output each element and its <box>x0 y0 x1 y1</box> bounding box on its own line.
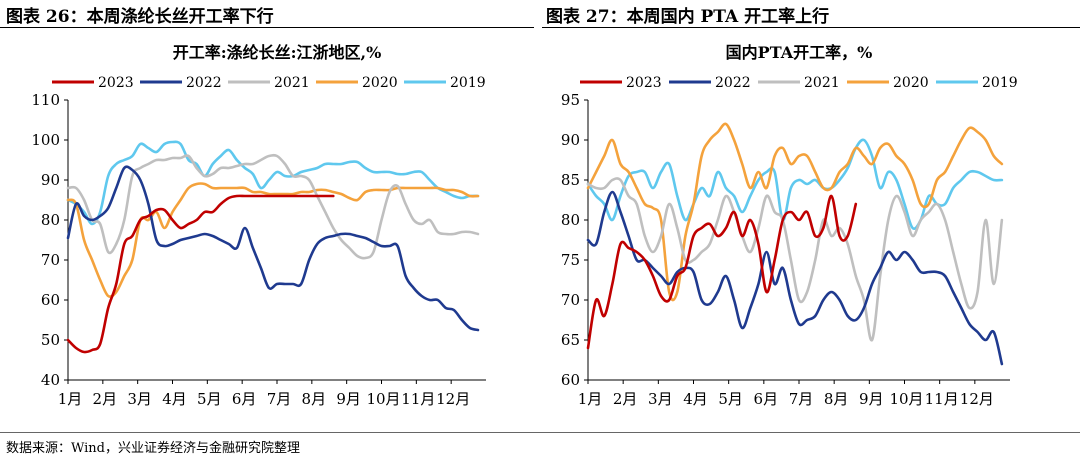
y-tick-label: 40 <box>41 371 60 389</box>
x-tick-label: 6月 <box>754 390 779 408</box>
x-tick-label: 3月 <box>127 390 152 408</box>
right-figure-header: 图表 27：本周国内 PTA 开工率上行 <box>546 7 830 27</box>
x-tick-label: 2月 <box>613 390 638 408</box>
series-line-2020 <box>66 182 480 298</box>
x-tick-label: 9月 <box>336 390 361 408</box>
y-tick-label: 80 <box>41 211 60 229</box>
series-line-2021 <box>66 153 480 260</box>
x-tick-label: 12月 <box>436 390 470 408</box>
x-tick-label: 4月 <box>162 390 187 408</box>
x-tick-label: 12月 <box>960 390 994 408</box>
footer-rule <box>0 432 1080 433</box>
legend-label-2020: 2020 <box>362 75 398 91</box>
legend-label-2019: 2019 <box>450 75 486 91</box>
y-tick-label: 60 <box>41 291 60 309</box>
x-tick-label: 8月 <box>302 390 327 408</box>
series-line-2021 <box>586 177 1004 342</box>
series-line-2023 <box>586 194 858 350</box>
left-figure-header: 图表 26：本周涤纶长丝开工率下行 <box>6 7 274 27</box>
x-tick-label: 11月 <box>401 390 435 408</box>
x-tick-label: 6月 <box>232 390 257 408</box>
legend-label-2023: 2023 <box>626 75 662 91</box>
y-tick-label: 70 <box>561 291 580 309</box>
x-tick-label: 9月 <box>859 390 884 408</box>
series-line-2019 <box>586 138 1004 230</box>
y-tick-label: 70 <box>41 251 60 269</box>
y-tick-label: 90 <box>41 171 60 189</box>
series-line-2020 <box>586 122 1004 302</box>
series-line-2023 <box>66 194 335 354</box>
legend-label-2022: 2022 <box>186 75 222 91</box>
x-tick-label: 11月 <box>925 390 959 408</box>
legend-label-2021: 2021 <box>274 75 310 91</box>
y-tick-label: 50 <box>41 331 60 349</box>
legend-label-2023: 2023 <box>98 75 134 91</box>
chart-title: 开工率:涤纶长丝:江浙地区,% <box>173 43 382 62</box>
legend-label-2021: 2021 <box>804 75 840 91</box>
right-header-rule <box>542 27 1080 28</box>
y-tick-label: 90 <box>561 131 580 149</box>
y-tick-label: 95 <box>561 91 580 109</box>
chart-title: 国内PTA开工率，% <box>726 43 873 62</box>
legend-label-2019: 2019 <box>982 75 1018 91</box>
x-tick-label: 1月 <box>578 390 603 408</box>
x-tick-label: 4月 <box>683 390 708 408</box>
x-tick-label: 2月 <box>93 390 118 408</box>
x-tick-label: 7月 <box>267 390 292 408</box>
x-tick-label: 8月 <box>824 390 849 408</box>
source-note: 数据来源：Wind，兴业证券经济与金融研究院整理 <box>6 441 300 456</box>
y-tick-label: 75 <box>561 251 580 269</box>
x-tick-label: 5月 <box>718 390 743 408</box>
y-tick-label: 85 <box>561 171 580 189</box>
x-tick-label: 5月 <box>197 390 222 408</box>
series-line-2022 <box>66 165 480 332</box>
left-header-rule <box>0 27 534 28</box>
x-tick-label: 10月 <box>366 390 400 408</box>
x-tick-label: 7月 <box>789 390 814 408</box>
legend: 2023 2022 2021 2020 2019 <box>580 75 1018 91</box>
series-line-2019 <box>66 140 480 226</box>
legend-label-2020: 2020 <box>893 75 929 91</box>
legend: 2023 2022 2021 2020 2019 <box>52 75 486 91</box>
y-tick-label: 80 <box>561 211 580 229</box>
y-tick-label: 60 <box>561 371 580 389</box>
x-tick-label: 10月 <box>889 390 923 408</box>
legend-label-2022: 2022 <box>715 75 751 91</box>
y-tick-label: 100 <box>31 131 60 149</box>
x-tick-label: 3月 <box>648 390 673 408</box>
right-line-chart: 国内PTA开工率，% 2023 2022 2021 2020 2019 60 65 70 75 80… <box>561 43 1018 408</box>
left-line-chart: 开工率:涤纶长丝:江浙地区,% 2023 2022 2021 2020 2019 40 50 6… <box>31 43 486 408</box>
series-line-2022 <box>586 190 1004 366</box>
x-tick-label: 1月 <box>58 390 83 408</box>
y-tick-label: 65 <box>561 331 580 349</box>
y-tick-label: 110 <box>31 91 60 109</box>
